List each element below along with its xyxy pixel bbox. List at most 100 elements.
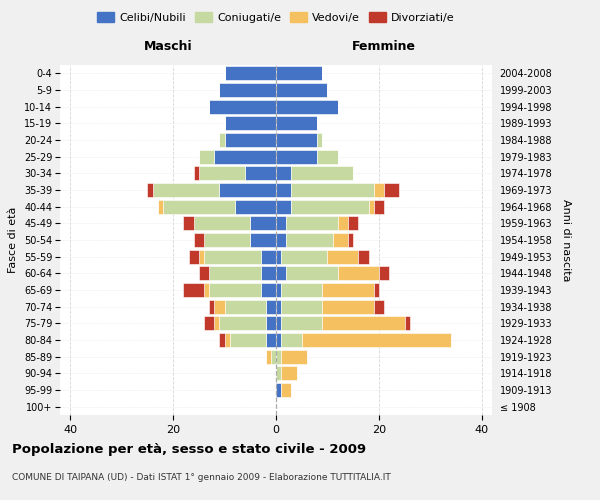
Bar xyxy=(358,250,368,264)
Bar xyxy=(276,150,317,164)
Bar xyxy=(260,250,276,264)
Bar xyxy=(281,283,322,297)
Bar xyxy=(194,216,250,230)
Bar xyxy=(292,166,353,180)
Bar xyxy=(250,233,276,247)
Bar xyxy=(214,150,276,164)
Bar xyxy=(199,250,204,264)
Bar xyxy=(322,283,374,297)
Bar xyxy=(220,333,224,347)
Legend: Celibi/Nubili, Coniugati/e, Vedovi/e, Divorziati/e: Celibi/Nubili, Coniugati/e, Vedovi/e, Di… xyxy=(93,8,459,27)
Bar xyxy=(194,233,204,247)
Bar xyxy=(224,116,276,130)
Bar xyxy=(260,283,276,297)
Text: Popolazione per età, sesso e stato civile - 2009: Popolazione per età, sesso e stato civil… xyxy=(12,442,366,456)
Bar xyxy=(276,183,292,197)
Bar xyxy=(276,283,281,297)
Bar xyxy=(276,100,338,114)
Bar xyxy=(286,216,338,230)
Bar xyxy=(220,133,224,147)
Bar xyxy=(209,266,260,280)
Bar xyxy=(374,200,384,214)
Bar xyxy=(266,300,276,314)
Bar xyxy=(317,133,322,147)
Bar xyxy=(281,366,296,380)
Bar xyxy=(332,233,348,247)
Bar xyxy=(281,300,322,314)
Bar xyxy=(209,100,276,114)
Bar xyxy=(224,300,266,314)
Text: Femmine: Femmine xyxy=(352,40,416,54)
Bar xyxy=(184,216,194,230)
Bar xyxy=(224,133,276,147)
Bar xyxy=(338,216,348,230)
Bar xyxy=(209,283,260,297)
Bar xyxy=(348,233,353,247)
Bar xyxy=(302,333,451,347)
Bar xyxy=(214,300,224,314)
Bar xyxy=(260,266,276,280)
Bar xyxy=(204,316,214,330)
Bar xyxy=(163,200,235,214)
Bar xyxy=(276,333,281,347)
Bar xyxy=(152,183,220,197)
Bar xyxy=(276,233,286,247)
Bar xyxy=(328,250,358,264)
Bar xyxy=(281,333,302,347)
Bar xyxy=(276,116,317,130)
Bar xyxy=(322,316,404,330)
Bar xyxy=(276,250,281,264)
Bar xyxy=(404,316,410,330)
Bar xyxy=(266,333,276,347)
Bar xyxy=(204,283,209,297)
Bar xyxy=(235,200,276,214)
Bar xyxy=(250,216,276,230)
Bar xyxy=(220,316,266,330)
Text: COMUNE DI TAIPANA (UD) - Dati ISTAT 1° gennaio 2009 - Elaborazione TUTTITALIA.IT: COMUNE DI TAIPANA (UD) - Dati ISTAT 1° g… xyxy=(12,472,391,482)
Bar xyxy=(281,383,292,397)
Bar xyxy=(276,266,286,280)
Bar xyxy=(292,183,374,197)
Text: Maschi: Maschi xyxy=(143,40,193,54)
Bar xyxy=(322,300,374,314)
Bar xyxy=(281,250,328,264)
Bar xyxy=(276,383,281,397)
Bar xyxy=(209,300,214,314)
Bar xyxy=(276,350,281,364)
Bar xyxy=(158,200,163,214)
Y-axis label: Anni di nascita: Anni di nascita xyxy=(561,198,571,281)
Bar xyxy=(199,166,245,180)
Bar xyxy=(281,316,322,330)
Bar xyxy=(271,350,276,364)
Bar xyxy=(276,216,286,230)
Bar xyxy=(348,216,358,230)
Bar xyxy=(230,333,266,347)
Y-axis label: Fasce di età: Fasce di età xyxy=(8,207,19,273)
Bar xyxy=(338,266,379,280)
Bar xyxy=(276,66,322,80)
Bar xyxy=(148,183,152,197)
Bar xyxy=(276,316,281,330)
Bar xyxy=(374,183,384,197)
Bar xyxy=(292,200,368,214)
Bar xyxy=(374,283,379,297)
Bar xyxy=(199,266,209,280)
Bar xyxy=(220,183,276,197)
Bar xyxy=(224,66,276,80)
Bar xyxy=(188,250,199,264)
Bar xyxy=(281,350,307,364)
Bar xyxy=(199,150,214,164)
Bar xyxy=(368,200,374,214)
Bar xyxy=(276,83,328,97)
Bar xyxy=(374,300,384,314)
Bar xyxy=(286,233,332,247)
Bar xyxy=(214,316,220,330)
Bar xyxy=(276,366,281,380)
Bar xyxy=(276,133,317,147)
Bar xyxy=(220,83,276,97)
Bar xyxy=(266,350,271,364)
Bar xyxy=(317,150,338,164)
Bar xyxy=(224,333,230,347)
Bar xyxy=(286,266,338,280)
Bar xyxy=(379,266,389,280)
